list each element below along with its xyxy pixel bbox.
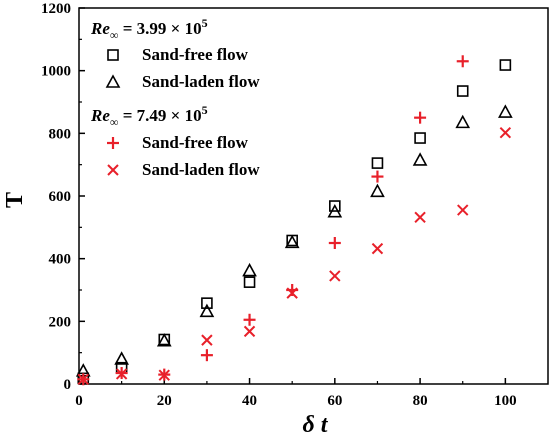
data-point-cross-g1	[371, 242, 384, 255]
data-point-triangle-g0	[370, 183, 385, 198]
legend-label: Sand-free flow	[142, 133, 249, 152]
y-tick-label: 400	[49, 252, 72, 268]
data-point-triangle-g0	[327, 203, 343, 218]
data-point-square-g0	[414, 132, 426, 144]
y-tick-label: 200	[49, 314, 72, 330]
legend-marker-square	[107, 49, 119, 61]
legend-marker-cross	[107, 164, 119, 176]
data-point-plus-g1	[328, 237, 341, 249]
y-tick-label: 800	[49, 126, 72, 142]
data-point-cross-g1	[77, 373, 89, 386]
data-point-triangle-g0	[114, 351, 129, 365]
data-point-plus-g1	[456, 55, 469, 68]
x-tick-label: 60	[327, 393, 342, 409]
legend-label: Sand-laden flow	[142, 160, 260, 179]
y-axis-title: T	[2, 192, 28, 208]
data-point-cross-g1	[457, 204, 469, 216]
data-point-square-g0	[456, 85, 469, 97]
data-point-cross-g1	[243, 325, 256, 338]
x-tick-label: 100	[494, 393, 517, 409]
y-tick-label: 0	[64, 377, 72, 393]
data-point-plus-g1	[371, 170, 384, 183]
data-point-cross-g1	[414, 211, 426, 224]
x-axis-title: δ t	[303, 412, 329, 438]
data-point-square-g0	[329, 200, 341, 212]
data-point-triangle-g0	[455, 114, 471, 129]
data-point-plus-g1	[243, 313, 256, 326]
data-point-cross-g1	[115, 368, 128, 380]
legend-group-title: Re∞ = 7.49 × 105	[90, 103, 208, 129]
plot-area-frame	[78, 7, 549, 385]
data-point-cross-g1	[286, 287, 298, 299]
data-point-triangle-g0	[412, 152, 428, 166]
data-point-cross-g1	[499, 126, 512, 139]
data-point-square-g0	[371, 157, 384, 169]
y-tick-label: 1200	[41, 1, 71, 17]
legend-marker-plus	[107, 137, 119, 149]
y-tick-label: 600	[49, 189, 72, 205]
x-tick-label: 80	[413, 393, 428, 409]
legend-label: Sand-free flow	[142, 45, 249, 64]
data-point-triangle-g0	[242, 262, 257, 277]
legend-label: Sand-laden flow	[142, 72, 260, 91]
data-point-cross-g1	[329, 270, 341, 282]
data-point-triangle-g0	[498, 104, 513, 118]
data-point-cross-g1	[201, 334, 213, 346]
data-point-plus-g1	[414, 111, 427, 124]
data-point-triangle-g0	[156, 333, 172, 347]
data-point-triangle-g0	[199, 303, 215, 318]
data-point-square-g0	[499, 59, 512, 71]
y-tick-label: 1000	[41, 64, 71, 80]
x-tick-label: 20	[157, 393, 172, 409]
data-point-square-g0	[201, 297, 213, 309]
data-point-square-g0	[243, 276, 256, 288]
legend-marker-triangle	[105, 74, 121, 88]
data-point-cross-g1	[158, 369, 170, 381]
x-tick-label: 0	[75, 393, 83, 409]
x-tick-label: 40	[242, 393, 257, 409]
legend-group-title: Re∞ = 3.99 × 105	[90, 16, 208, 42]
data-point-plus-g1	[200, 349, 213, 362]
data-point-triangle-g0	[284, 234, 300, 249]
